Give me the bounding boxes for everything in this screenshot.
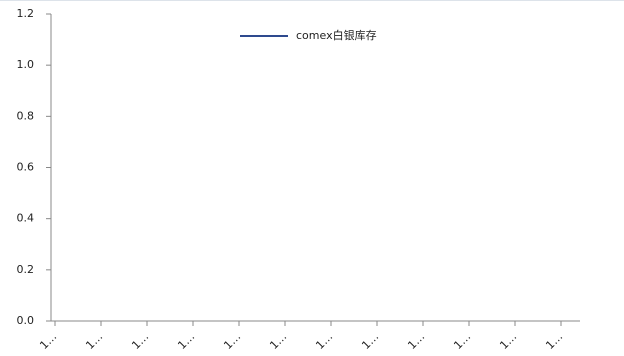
- legend-label: comex白银库存: [296, 28, 377, 42]
- y-tick-label: 0.0: [17, 314, 35, 327]
- y-tick-label: 1.2: [17, 7, 35, 20]
- x-tick-label: 1…: [267, 330, 289, 352]
- x-tick-label: 1…: [37, 330, 59, 352]
- x-tick-label: 1…: [313, 330, 335, 352]
- x-tick-label: 1…: [175, 330, 197, 352]
- x-tick-label: 1…: [543, 330, 565, 352]
- x-tick-label: 1…: [83, 330, 105, 352]
- x-tick-label: 1…: [451, 330, 473, 352]
- x-tick-label: 1…: [221, 330, 243, 352]
- y-tick-label: 0.2: [17, 263, 35, 276]
- y-tick-label: 0.6: [17, 161, 35, 174]
- x-tick-label: 1…: [359, 330, 381, 352]
- x-tick-label: 1…: [129, 330, 151, 352]
- y-tick-label: 1.0: [17, 58, 35, 71]
- x-tick-label: 1…: [497, 330, 519, 352]
- y-tick-label: 0.8: [17, 109, 35, 122]
- x-tick-label: 1…: [405, 330, 427, 352]
- y-tick-label: 0.4: [17, 212, 35, 225]
